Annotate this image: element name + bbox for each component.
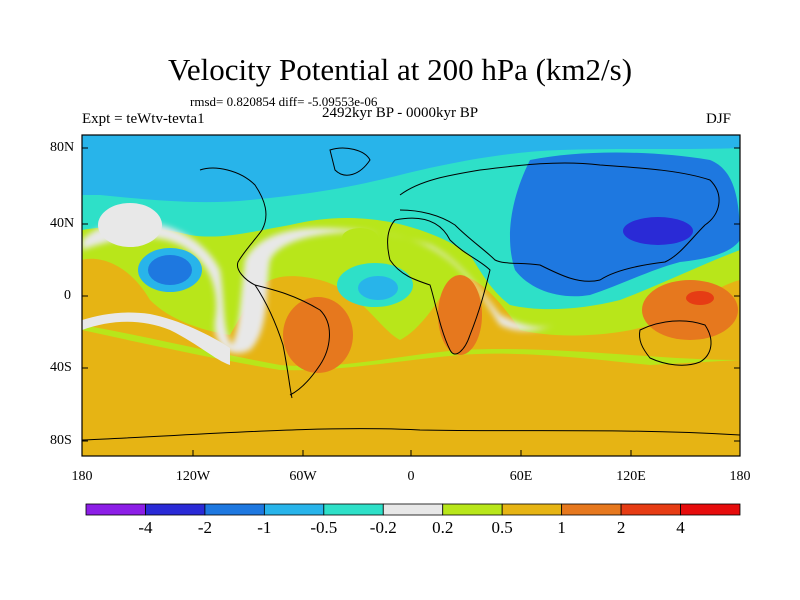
field-positive-west-edge [82, 270, 100, 310]
field-zero-band [82, 221, 555, 354]
coast-greenland [329, 147, 371, 176]
velocity-potential-field [82, 135, 740, 456]
lat-label-40s: 40S [50, 360, 72, 375]
lon-label-60e: 60E [509, 469, 533, 484]
coast-eurasia [399, 162, 720, 282]
colorbar-box [680, 503, 741, 516]
field-arctic-negative [82, 135, 740, 203]
field-positive-maritime [642, 280, 738, 340]
lat-label-0: 0 [64, 288, 71, 303]
lon-label-180w: 180 [71, 469, 93, 484]
experiment-label: Expt = teWtv-tevta1 [82, 111, 205, 127]
colorbar-label: 4 [676, 518, 685, 537]
figure-title: Velocity Potential at 200 hPa (km2/s) [167, 52, 633, 87]
lat-label-80n: 80N [50, 140, 75, 155]
field-positive-maritime-core [686, 291, 714, 305]
colorbar-box [501, 503, 563, 516]
field-negative-asia-core [623, 217, 693, 245]
lat-ticks [82, 147, 740, 442]
field-zero-band-south [82, 312, 230, 365]
coastlines [82, 147, 740, 441]
colorbar-box [145, 503, 206, 516]
coast-north-america [199, 167, 267, 286]
lon-label-120w: 120W [175, 469, 211, 484]
field-negative-pacific-core [148, 255, 192, 285]
colorbar-box [323, 503, 384, 516]
lat-label-80s: 80S [50, 433, 72, 448]
lat-label-40n: 40N [50, 216, 75, 231]
colorbar-label: -2 [197, 518, 212, 537]
field-zero-pacific [98, 203, 162, 247]
colorbar-label: -0.5 [310, 518, 338, 537]
colorbar-box [442, 503, 503, 516]
field-negative-asia [510, 152, 740, 297]
coast-antarctica [82, 428, 740, 441]
field-negative-atlantic-core [358, 276, 398, 300]
lon-label-60w: 60W [289, 469, 317, 484]
field-positive-natlantic [342, 228, 378, 248]
colorbar-label: -0.2 [369, 518, 397, 537]
coast-australia [639, 320, 712, 366]
colorbar [85, 503, 741, 516]
lon-label-120e: 120E [616, 469, 646, 484]
lon-label-180e: 180 [729, 469, 751, 484]
colorbar-label: -1 [257, 518, 272, 537]
lon-label-0: 0 [407, 469, 415, 484]
colorbar-box [561, 503, 622, 516]
colorbar-box [263, 503, 325, 516]
field-south-positive [82, 330, 740, 456]
colorbar-label: 0.5 [491, 518, 513, 537]
stats-text: rmsd= 0.820854 diff= -5.09553e-06 [190, 94, 378, 109]
colorbar-label: 2 [616, 518, 626, 537]
field-positive-africa [438, 275, 482, 355]
colorbar-label: -4 [138, 518, 153, 537]
colorbar-label: 1 [557, 518, 566, 537]
colorbar-box [620, 503, 681, 516]
coast-africa [387, 217, 491, 355]
colorbar-box [204, 503, 265, 516]
colorbar-box [382, 503, 444, 516]
period-label: 2492kyr BP - 0000kyr BP [322, 105, 479, 121]
season-label: DJF [706, 111, 732, 127]
coast-south-america-west [254, 284, 293, 399]
colorbar-label: 0.2 [432, 518, 454, 537]
colorbar-box [85, 503, 146, 516]
field-positive-samerica [283, 297, 353, 373]
coast-south-america-east [254, 284, 330, 396]
lon-ticks [192, 450, 632, 456]
